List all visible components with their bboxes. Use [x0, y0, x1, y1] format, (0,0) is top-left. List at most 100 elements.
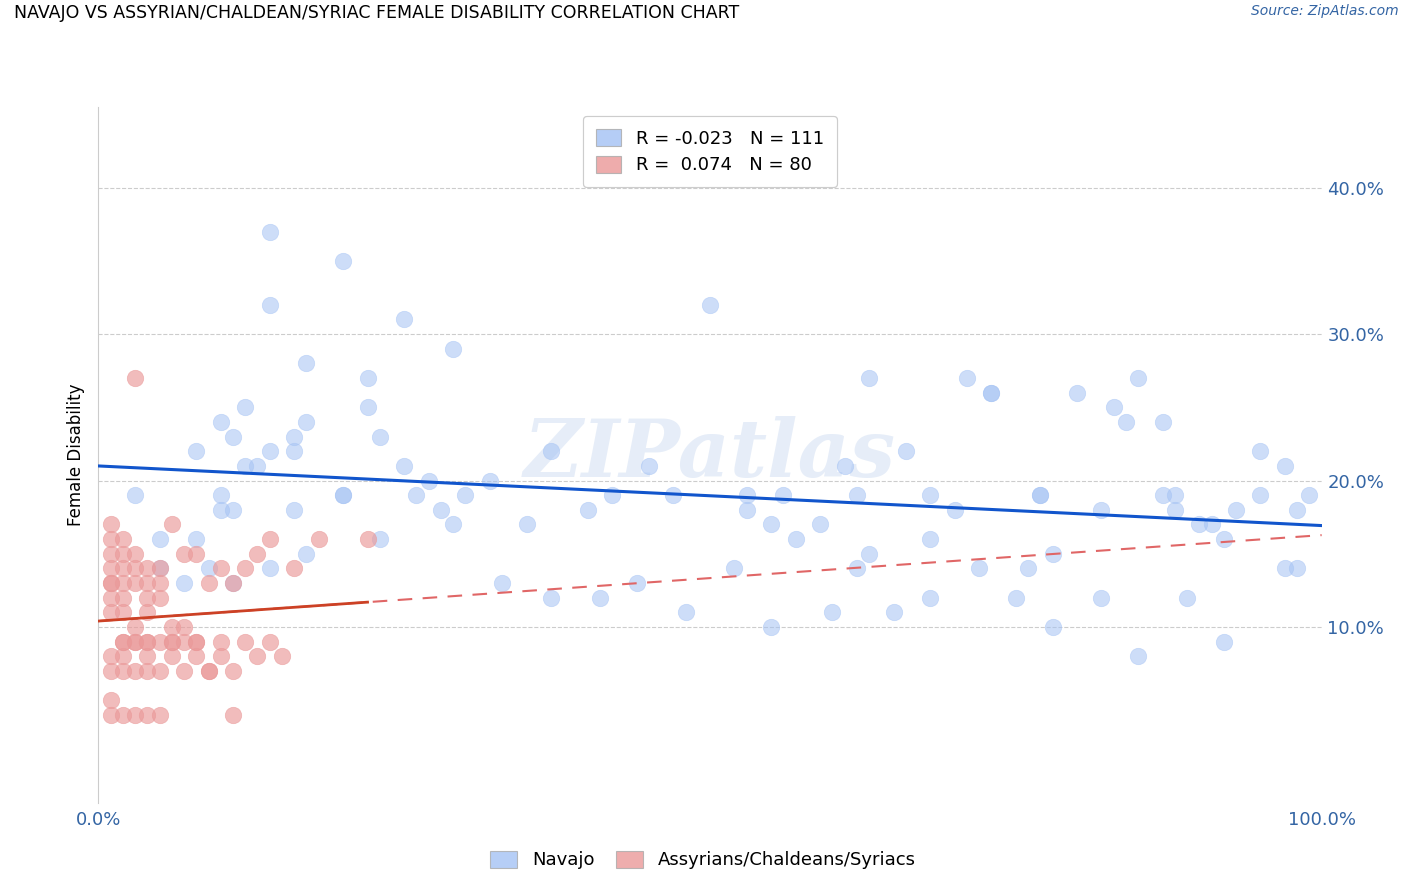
Point	[1164, 488, 1187, 502]
Point	[259, 532, 281, 546]
Legend: R = -0.023   N = 111, R =  0.074   N = 80: R = -0.023 N = 111, R = 0.074 N = 80	[583, 116, 837, 187]
Point	[233, 458, 256, 473]
Point	[136, 591, 159, 605]
Point	[626, 576, 648, 591]
Point	[1298, 488, 1320, 502]
Point	[883, 606, 905, 620]
Point	[772, 488, 794, 502]
Point	[845, 561, 868, 575]
Point	[160, 634, 183, 648]
Point	[209, 415, 232, 429]
Point	[920, 591, 942, 605]
Point	[1128, 649, 1150, 664]
Point	[515, 517, 537, 532]
Point	[149, 591, 172, 605]
Point	[735, 503, 758, 517]
Point	[136, 664, 159, 678]
Point	[1090, 591, 1112, 605]
Point	[858, 371, 880, 385]
Point	[149, 664, 172, 678]
Point	[197, 664, 219, 678]
Point	[124, 547, 146, 561]
Point	[149, 634, 172, 648]
Point	[441, 342, 464, 356]
Point	[124, 488, 146, 502]
Point	[111, 561, 134, 575]
Point	[1286, 561, 1309, 575]
Point	[1225, 503, 1247, 517]
Point	[100, 576, 122, 591]
Point	[894, 444, 917, 458]
Point	[1212, 634, 1234, 648]
Point	[136, 649, 159, 664]
Point	[540, 591, 562, 605]
Point	[332, 488, 354, 502]
Point	[295, 356, 318, 370]
Point	[233, 401, 256, 415]
Point	[173, 620, 195, 634]
Point	[1274, 458, 1296, 473]
Point	[332, 253, 354, 268]
Point	[100, 547, 122, 561]
Point	[149, 576, 172, 591]
Point	[259, 444, 281, 458]
Point	[1274, 561, 1296, 575]
Point	[295, 547, 318, 561]
Point	[1102, 401, 1125, 415]
Point	[149, 532, 172, 546]
Point	[600, 488, 623, 502]
Point	[920, 488, 942, 502]
Point	[209, 488, 232, 502]
Point	[540, 444, 562, 458]
Point	[761, 620, 783, 634]
Point	[186, 532, 208, 546]
Point	[186, 634, 208, 648]
Point	[222, 429, 245, 443]
Point	[100, 707, 122, 722]
Point	[136, 707, 159, 722]
Point	[197, 561, 219, 575]
Point	[222, 707, 245, 722]
Point	[222, 664, 245, 678]
Point	[111, 707, 134, 722]
Point	[356, 401, 378, 415]
Point	[160, 634, 183, 648]
Legend: Navajo, Assyrians/Chaldeans/Syriacs: Navajo, Assyrians/Chaldeans/Syriacs	[481, 842, 925, 879]
Point	[1128, 371, 1150, 385]
Point	[662, 488, 685, 502]
Point	[136, 561, 159, 575]
Point	[197, 664, 219, 678]
Point	[136, 606, 159, 620]
Point	[222, 576, 245, 591]
Point	[430, 503, 453, 517]
Point	[368, 532, 391, 546]
Point	[100, 576, 122, 591]
Point	[478, 474, 501, 488]
Point	[699, 298, 721, 312]
Point	[589, 591, 612, 605]
Point	[149, 561, 172, 575]
Point	[259, 225, 281, 239]
Point	[173, 664, 195, 678]
Point	[418, 474, 440, 488]
Point	[173, 634, 195, 648]
Point	[920, 532, 942, 546]
Point	[454, 488, 477, 502]
Point	[100, 561, 122, 575]
Point	[100, 664, 122, 678]
Point	[735, 488, 758, 502]
Point	[356, 371, 378, 385]
Point	[1029, 488, 1052, 502]
Point	[100, 532, 122, 546]
Point	[246, 547, 269, 561]
Point	[246, 458, 269, 473]
Point	[943, 503, 966, 517]
Point	[100, 517, 122, 532]
Point	[1201, 517, 1223, 532]
Point	[136, 634, 159, 648]
Point	[332, 488, 354, 502]
Point	[209, 634, 232, 648]
Point	[1115, 415, 1137, 429]
Point	[1152, 415, 1174, 429]
Point	[295, 415, 318, 429]
